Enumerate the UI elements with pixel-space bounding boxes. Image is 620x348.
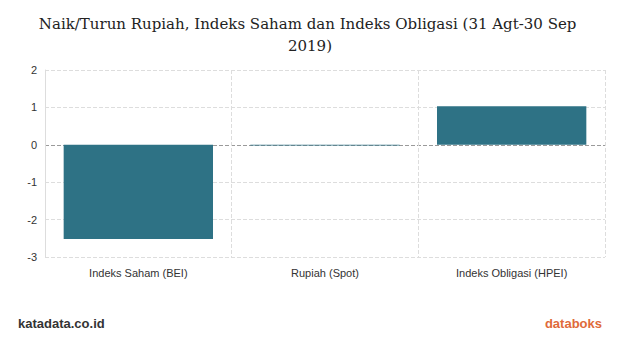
svg-text:Rupiah (Spot): Rupiah (Spot) [291,267,359,279]
svg-text:-1: -1 [27,176,37,188]
svg-text:2019): 2019) [288,37,332,55]
svg-text:katadata.co.id: katadata.co.id [18,316,105,331]
svg-text:2: 2 [31,64,37,76]
svg-text:0: 0 [31,139,37,151]
svg-text:databoks: databoks [545,316,602,331]
svg-text:-3: -3 [27,251,37,263]
svg-text:Indeks Saham (BEI): Indeks Saham (BEI) [89,267,187,279]
svg-text:1: 1 [31,101,37,113]
svg-text:Indeks Obligasi (HPEI): Indeks Obligasi (HPEI) [456,267,567,279]
svg-text:Naik/Turun Rupiah, Indeks Saha: Naik/Turun Rupiah, Indeks Saham dan Inde… [39,15,581,33]
svg-text:-2: -2 [27,214,37,226]
